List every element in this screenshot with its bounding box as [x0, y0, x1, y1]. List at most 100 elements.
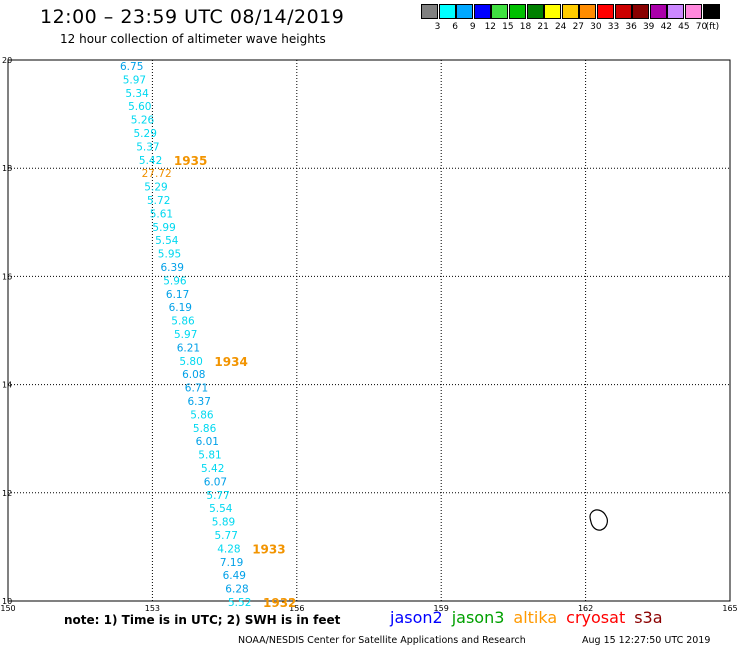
colorbar-swatch — [685, 4, 702, 19]
wave-height-value: 5.81 — [198, 450, 221, 462]
wave-height-value: 5.86 — [193, 423, 217, 435]
wave-height-value: 6.21 — [177, 342, 200, 354]
wave-height-value: 5.97 — [123, 74, 146, 86]
colorbar-label: 39 — [642, 22, 655, 32]
colorbar-label: 33 — [607, 22, 620, 32]
wave-height-value: 5.29 — [144, 182, 167, 194]
wave-height-value: 6.17 — [166, 289, 189, 301]
map-axis-ticks: 150 153 156 159 162 165 10 12 14 16 18 20 — [0, 56, 737, 613]
wave-height-value: 5.86 — [190, 409, 214, 421]
wave-height-value: 4.28 — [217, 543, 240, 555]
wave-height-value: 5.42 — [139, 155, 162, 167]
colorbar-label: 6 — [452, 22, 458, 32]
colorbar-label: 21 — [537, 22, 549, 32]
legend-cryosat: cryosat — [566, 608, 626, 627]
pass-time-label: 1933 — [252, 542, 285, 556]
wave-height-value: 6.71 — [185, 383, 208, 395]
page-title: 12:00 – 23:59 UTC 08/14/2019 — [40, 6, 345, 28]
colorbar-label: 18 — [519, 22, 532, 32]
colorbar-swatch — [614, 4, 632, 19]
colorbar-swatch — [649, 4, 667, 19]
wave-height-value: 5.77 — [215, 530, 238, 542]
wave-height-value: 5.54 — [155, 235, 179, 247]
legend-altika: altika — [513, 608, 558, 627]
longitude-tick-label: 162 — [578, 604, 593, 613]
wave-height-value: 6.39 — [161, 262, 184, 274]
wave-height-value: 5.95 — [158, 249, 181, 261]
wave-height-value: 5.52 — [228, 597, 251, 609]
island-outline — [589, 509, 608, 531]
longitude-tick-label: 156 — [289, 604, 304, 613]
pass-time-labels: 1935 1934 1933 1932 — [174, 154, 297, 610]
colorbar-label: 70 — [695, 22, 708, 32]
wave-height-value: 5.29 — [134, 128, 157, 140]
wave-height-value: 5.89 — [212, 517, 235, 529]
colorbar-swatch — [702, 4, 720, 19]
colorbar-label: 3 — [434, 22, 441, 32]
colorbar-label: 42 — [660, 22, 673, 32]
colorbar-unit: (ft) — [705, 22, 720, 32]
colorbar-swatch — [491, 4, 509, 19]
wave-height-value: 5.61 — [150, 208, 173, 220]
wave-height-value: 7.19 — [220, 557, 243, 569]
latitude-tick-label: 12 — [2, 489, 12, 498]
colorbar-swatch — [597, 4, 614, 19]
pass-time-label: 1934 — [214, 355, 247, 369]
map-frame — [7, 59, 731, 602]
wave-height-value: 5.42 — [201, 463, 224, 475]
colorbar-label: 27 — [572, 22, 585, 32]
wave-height-value: 5.37 — [136, 141, 159, 153]
wave-height-value: 6.07 — [204, 476, 227, 488]
wave-height-value: 5.99 — [152, 222, 175, 234]
colorbar-swatch — [561, 4, 579, 19]
latitude-tick-label: 18 — [2, 164, 12, 173]
colorbar-label: 12 — [484, 22, 497, 32]
wave-height-value: 6.28 — [225, 584, 248, 596]
wave-height-value: 6.37 — [188, 396, 211, 408]
pass-time-label: 1935 — [174, 154, 207, 168]
latitude-tick-label: 16 — [2, 272, 12, 281]
colorbar-label: 30 — [590, 22, 602, 32]
colorbar-swatch — [509, 4, 526, 19]
wave-height-value: 6.08 — [182, 369, 205, 381]
colorbar-swatch — [526, 4, 544, 19]
wave-height-value: 5.72 — [147, 195, 170, 207]
colorbar-label: 36 — [625, 22, 637, 32]
wave-height-value: 5.34 — [125, 88, 149, 100]
latitude-tick-label: 14 — [2, 381, 12, 390]
wave-height-value: 5.26 — [131, 115, 155, 127]
longitude-tick-label: 165 — [722, 604, 737, 613]
wave-height-value: 6.01 — [196, 436, 219, 448]
pass-time-label: 1932 — [263, 596, 296, 610]
page-subtitle: 12 hour collection of altimeter wave hei… — [60, 32, 326, 46]
wave-height-value: 5.97 — [174, 329, 197, 341]
wave-height-value: 27.72 — [142, 168, 172, 180]
wave-height-value: 5.80 — [179, 356, 202, 368]
longitude-tick-label: 159 — [434, 604, 449, 613]
footer-note: note: 1) Time is in UTC; 2) SWH is in fe… — [64, 613, 341, 627]
colorbar-swatch — [438, 4, 456, 19]
wave-height-value: 5.60 — [128, 101, 151, 113]
wave-height-track: 6.755.975.345.605.265.295.375.4227.725.2… — [120, 61, 251, 609]
wave-height-value: 5.96 — [163, 275, 187, 287]
colorbar-swatch — [579, 4, 597, 19]
longitude-tick-label: 153 — [145, 604, 160, 613]
colorbar-label: 24 — [554, 22, 567, 32]
colorbar-label: 45 — [678, 22, 690, 32]
legend-jason3: jason3 — [451, 608, 505, 627]
wave-height-value: 6.49 — [223, 570, 246, 582]
wave-height-value: 6.75 — [120, 61, 143, 73]
wave-height-value: 6.19 — [169, 302, 192, 314]
legend-jason2: jason2 — [390, 608, 443, 627]
map-grid — [7, 59, 731, 602]
satellite-legend: jason2 jason3 altika cryosat s3a — [390, 608, 672, 627]
footer-credit: NOAA/NESDIS Center for Satellite Applica… — [238, 635, 526, 646]
legend-s3a: s3a — [634, 608, 663, 627]
wave-height-value: 5.77 — [206, 490, 229, 502]
colorbar-swatch — [667, 4, 685, 19]
colorbar-swatch — [632, 4, 650, 19]
wave-height-value: 5.86 — [171, 316, 195, 328]
colorbar-swatch — [421, 4, 438, 19]
latitude-tick-label: 10 — [2, 597, 12, 606]
